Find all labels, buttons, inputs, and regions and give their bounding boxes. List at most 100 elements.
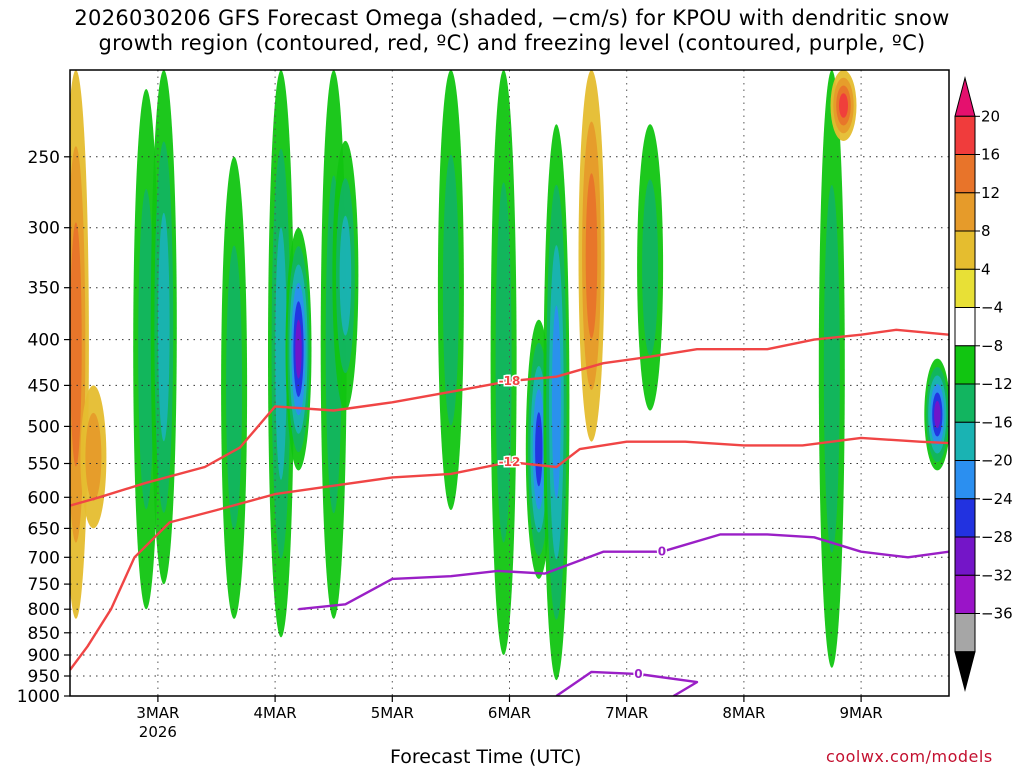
- contour-line: [70, 436, 949, 671]
- omega-feature: [818, 70, 845, 668]
- colorbar-box: [954, 307, 976, 347]
- colorbar-box: [954, 383, 976, 423]
- x-axis-title: Forecast Time (UTC): [390, 746, 582, 768]
- omega-feature: [543, 124, 570, 681]
- omega-cell: [839, 93, 848, 118]
- omega-shading-layer: [70, 70, 949, 681]
- omega-cell: [642, 179, 659, 356]
- y-tick-label: 400: [28, 331, 60, 351]
- omega-feature: [70, 70, 89, 619]
- colorbar-label: −4: [981, 299, 1003, 317]
- colorbar-label: −8: [981, 337, 1003, 355]
- x-tick-label: 3MAR: [136, 704, 179, 722]
- colorbar-label: −36: [981, 605, 1013, 623]
- contour-label: -18: [499, 374, 521, 388]
- omega-feature: [332, 140, 359, 411]
- x-tick-sublabel: 2026: [139, 723, 177, 741]
- title-line-1: 2026030206 GFS Forecast Omega (shaded, −…: [74, 6, 950, 30]
- y-tick-label: 450: [28, 376, 60, 396]
- omega-feature: [578, 70, 605, 442]
- colorbar-label: −32: [981, 566, 1013, 584]
- y-tick-label: 950: [28, 667, 60, 687]
- chart-title: 2026030206 GFS Forecast Omega (shaded, −…: [0, 6, 1024, 56]
- omega-cell: [551, 305, 561, 499]
- colorbar-label: −24: [981, 490, 1013, 508]
- colorbar: 20 16 12 8 4 −4 −8 −12 −16 −20 −24 −28 −32 −36: [954, 76, 1013, 692]
- colorbar-label: −12: [981, 375, 1013, 393]
- x-tick-label: 9MAR: [840, 704, 883, 722]
- omega-cell: [138, 189, 155, 510]
- colorbar-label: −20: [981, 452, 1013, 470]
- x-tick-label: 7MAR: [605, 704, 648, 722]
- x-tick-label: 4MAR: [254, 704, 297, 722]
- omega-cell: [85, 412, 102, 501]
- omega-cell: [535, 412, 543, 487]
- colorbar-label: 8: [981, 222, 991, 240]
- y-tick-label: 350: [28, 279, 60, 299]
- colorbar-cap-top: [954, 76, 976, 117]
- y-tick-label: 800: [28, 600, 60, 620]
- colorbar-box: [954, 613, 976, 653]
- omega-cell: [823, 185, 840, 553]
- x-tick-label: 5MAR: [371, 704, 414, 722]
- omega-cell: [934, 400, 941, 429]
- omega-feature: [80, 385, 107, 529]
- title-line-2: growth region (contoured, red, ºC) and f…: [98, 31, 926, 55]
- y-tick-label: 850: [28, 624, 60, 644]
- contour-line: [555, 670, 699, 696]
- colorbar-box: [954, 421, 976, 462]
- colorbar-box: [954, 536, 976, 576]
- omega-feature: [437, 70, 464, 510]
- colorbar-box: [954, 192, 976, 232]
- omega-feature: [285, 227, 312, 471]
- omega-feature: [150, 70, 177, 585]
- omega-cell: [295, 319, 302, 379]
- omega-cell: [495, 182, 512, 543]
- omega-cell: [70, 222, 82, 467]
- colorbar-box: [954, 268, 976, 309]
- omega-cell: [226, 245, 243, 531]
- omega-cell: [275, 227, 287, 480]
- colorbar-box: [954, 498, 976, 538]
- x-tick-label: 6MAR: [488, 704, 531, 722]
- y-tick-label: 700: [28, 548, 60, 568]
- omega-cell: [442, 154, 459, 426]
- grid-layer: [70, 70, 949, 697]
- credit-link[interactable]: coolwx.com/models: [826, 747, 993, 766]
- contour-layer: -18 -12 0 0: [70, 328, 949, 696]
- y-tick-label: 1000: [17, 687, 60, 707]
- colorbar-box: [954, 345, 976, 385]
- omega-feature: [830, 70, 857, 141]
- contour-label: 0: [634, 667, 642, 681]
- contour-line: [298, 533, 949, 611]
- omega-cell: [339, 215, 352, 336]
- y-tick-label: 750: [28, 575, 60, 595]
- omega-feature: [490, 70, 517, 655]
- omega-feature: [268, 70, 294, 638]
- y-tick-label: 900: [28, 646, 60, 666]
- colorbar-label: 4: [981, 260, 991, 278]
- colorbar-label: 16: [981, 146, 1000, 164]
- y-tick-label: 300: [28, 219, 60, 239]
- colorbar-box: [954, 230, 976, 270]
- contour-label: 0: [658, 545, 666, 559]
- y-axis: 2503003504004505005506006507007508008509…: [17, 148, 70, 707]
- colorbar-label: 20: [981, 107, 1000, 125]
- colorbar-box: [954, 154, 976, 194]
- colorbar-label: −28: [981, 528, 1013, 546]
- colorbar-box: [954, 574, 976, 615]
- omega-feature: [924, 358, 949, 471]
- contour-label: -12: [499, 455, 521, 469]
- contour-line: [70, 328, 949, 507]
- omega-cell: [158, 212, 170, 442]
- omega-feature: [221, 156, 248, 619]
- colorbar-box: [954, 460, 976, 500]
- y-tick-label: 500: [28, 417, 60, 437]
- colorbar-label: 12: [981, 184, 1000, 202]
- y-tick-label: 650: [28, 519, 60, 539]
- y-tick-label: 600: [28, 488, 60, 508]
- colorbar-label: −16: [981, 413, 1013, 431]
